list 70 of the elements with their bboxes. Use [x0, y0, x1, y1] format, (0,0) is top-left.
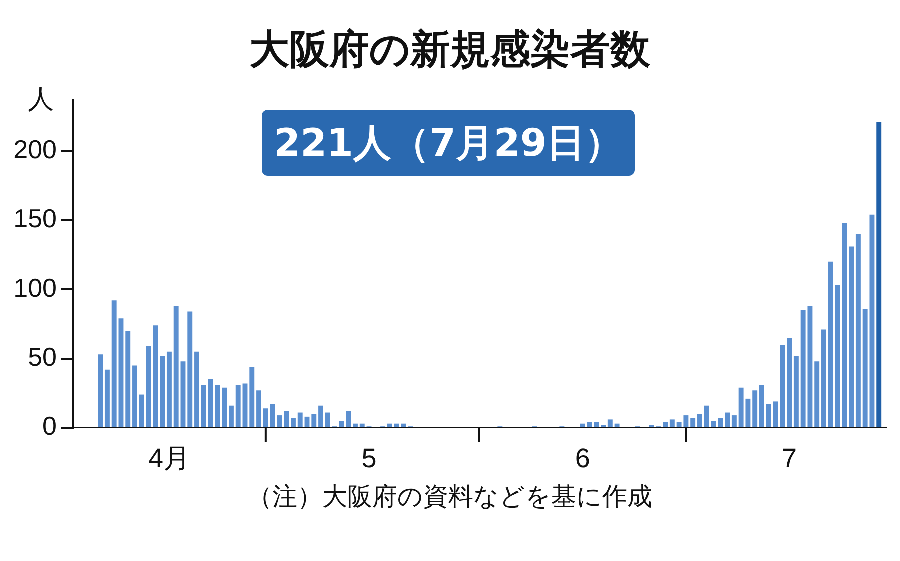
text: （注）大阪府の資料などを基に作成	[246, 481, 654, 513]
bar	[194, 352, 200, 427]
bar	[139, 394, 144, 427]
bar	[360, 424, 365, 427]
bar	[104, 370, 110, 427]
y-axis-title: 人	[28, 84, 54, 117]
bar	[670, 420, 675, 427]
bar	[98, 354, 104, 427]
bar	[126, 331, 131, 427]
bar	[732, 416, 737, 427]
bar	[614, 424, 620, 427]
bar	[828, 262, 834, 427]
bar	[608, 420, 613, 427]
bar	[876, 122, 882, 427]
bar	[312, 414, 317, 427]
x-tick-label: 4月	[148, 444, 190, 474]
bar	[697, 414, 702, 427]
bar	[250, 367, 255, 427]
y-tick-label: 200	[14, 134, 57, 164]
y-tick-label: 150	[14, 204, 57, 234]
chart-title: 大阪府の新規感染者数	[248, 26, 652, 75]
bar	[188, 312, 193, 427]
y-tick-label: 0	[42, 411, 57, 442]
bar	[387, 424, 392, 427]
bar	[263, 408, 268, 427]
bar	[256, 390, 262, 427]
bar	[580, 424, 586, 427]
y-tick-label: 50	[28, 342, 57, 372]
bar	[242, 384, 248, 427]
bar	[290, 418, 296, 427]
bar	[236, 385, 241, 427]
bar	[201, 385, 206, 427]
bar	[725, 412, 730, 427]
bar	[594, 422, 600, 427]
x-tick-label: 5	[362, 444, 377, 474]
y-tick-label: 100	[14, 272, 57, 303]
bar	[298, 412, 303, 427]
bar	[794, 356, 799, 427]
bar	[325, 412, 330, 427]
x-tick-label: 7	[782, 444, 798, 474]
bar	[787, 338, 792, 427]
text: 221人（7月29日）	[262, 110, 635, 176]
bar	[690, 418, 696, 427]
bar	[856, 234, 861, 427]
bar	[718, 418, 724, 427]
bar	[849, 246, 854, 427]
bar	[711, 421, 716, 427]
bar	[704, 406, 710, 427]
bar	[174, 306, 179, 427]
bar	[166, 352, 172, 427]
bar	[773, 402, 778, 427]
bar	[353, 424, 358, 427]
bar	[752, 390, 758, 427]
bar	[304, 416, 310, 427]
x-tick-label: 6	[575, 444, 590, 474]
bar	[132, 366, 138, 427]
bar	[222, 388, 228, 427]
bar	[760, 385, 764, 427]
bar	[180, 362, 186, 427]
bar	[814, 362, 820, 427]
bar	[160, 356, 166, 427]
bar	[766, 404, 772, 427]
bar	[284, 411, 290, 427]
bar	[822, 330, 826, 427]
bar	[663, 422, 668, 427]
bar	[346, 411, 352, 427]
bar	[228, 406, 234, 427]
bar	[780, 344, 786, 427]
bar	[587, 422, 592, 427]
bar	[318, 406, 324, 427]
